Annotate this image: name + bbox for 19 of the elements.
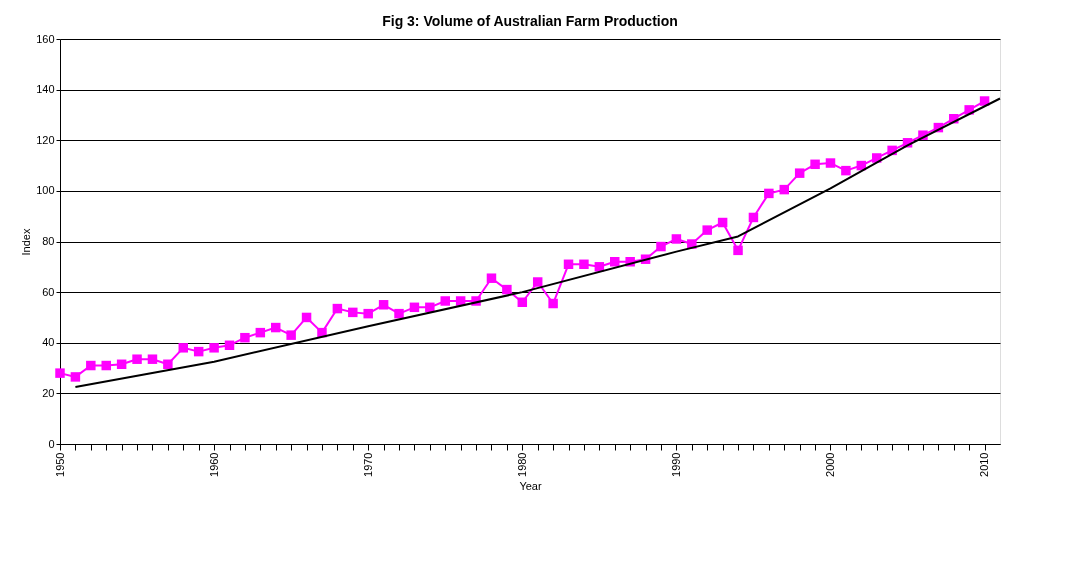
x-tick-label: 1990 <box>669 452 682 477</box>
y-tick-label: 60 <box>42 285 55 298</box>
y-tick-label: 160 <box>36 32 55 45</box>
y-tick-label: 0 <box>48 437 55 450</box>
x-tick-label: 2010 <box>978 452 991 477</box>
y-tick-label: 140 <box>36 83 55 96</box>
y-tick-label: 20 <box>42 386 55 399</box>
x-tick-label: 1970 <box>361 452 374 477</box>
x-axis-title: Year <box>519 479 542 492</box>
y-tick-label: 80 <box>42 235 55 247</box>
x-tick-label: 1960 <box>207 452 220 477</box>
y-axis-title: Index <box>20 228 33 256</box>
x-tick-label: 2000 <box>823 452 836 477</box>
x-tick-label: 1980 <box>515 452 528 477</box>
chart-title: Fig 3: Volume of Australian Farm Production <box>382 13 678 29</box>
y-tick-label: 100 <box>36 184 55 197</box>
y-tick-label: 120 <box>36 133 55 146</box>
y-tick-label: 40 <box>42 336 55 349</box>
x-tick-label: 1950 <box>53 452 66 477</box>
